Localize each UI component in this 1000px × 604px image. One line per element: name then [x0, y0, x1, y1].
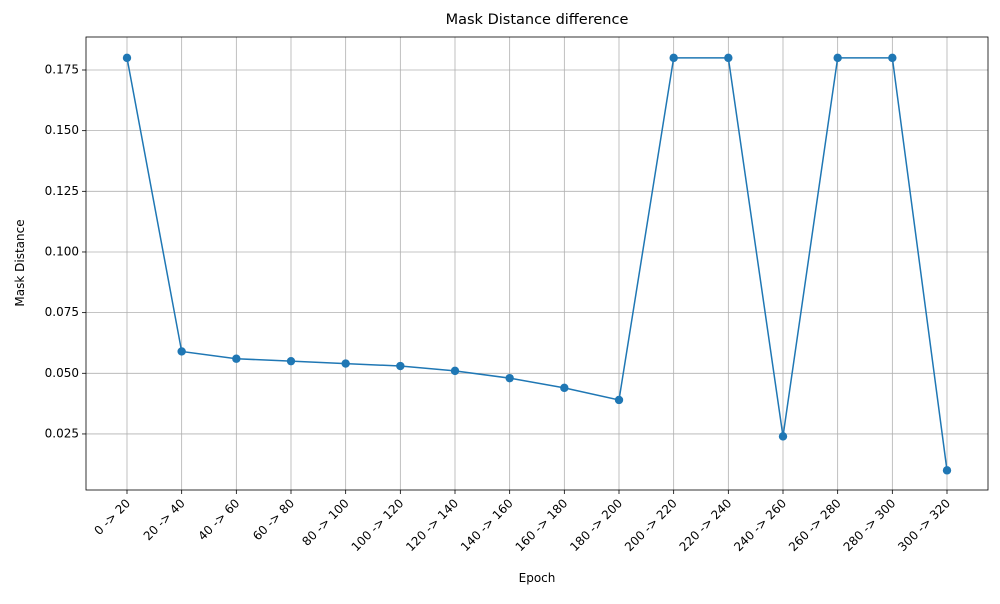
y-tick-label: 0.025 — [45, 426, 79, 440]
x-tick-label: 120 -> 140 — [403, 496, 461, 554]
x-tick-label: 0 -> 20 — [91, 496, 133, 538]
point — [942, 466, 952, 475]
x-tick-label: 180 -> 200 — [567, 496, 625, 554]
grid — [86, 37, 988, 490]
point — [232, 354, 241, 363]
point — [396, 361, 405, 371]
x-tick-label: 280 -> 300 — [841, 496, 899, 554]
point — [450, 366, 460, 376]
x-tick-label: 100 -> 120 — [349, 496, 407, 554]
point — [888, 53, 897, 63]
x-tick-label: 220 -> 240 — [677, 496, 735, 554]
point — [341, 359, 350, 368]
y-tick-label: 0.100 — [45, 244, 79, 258]
point — [724, 53, 733, 63]
y-axis-label: Mask Distance — [13, 219, 27, 306]
x-tick-label: 140 -> 160 — [458, 496, 516, 554]
point — [505, 373, 514, 383]
y-tick-label: 0.175 — [45, 62, 79, 76]
point — [614, 395, 624, 405]
line — [126, 57, 948, 471]
point — [778, 432, 788, 441]
point — [560, 383, 569, 393]
y-tick-label: 0.125 — [45, 184, 79, 198]
point — [122, 53, 132, 63]
x-tick-label: 160 -> 180 — [513, 496, 571, 554]
x-tick-label: 200 -> 220 — [622, 496, 680, 554]
x-axis-label: Epoch — [519, 571, 556, 585]
x-tick-label: 80 -> 100 — [299, 496, 351, 548]
x-tick-label: 60 -> 80 — [250, 496, 297, 543]
x-tick-label: 300 -> 320 — [895, 496, 953, 554]
plot-frame — [85, 36, 989, 491]
y-tick-label: 0.075 — [45, 305, 79, 319]
x-tick-label: 260 -> 280 — [786, 496, 844, 554]
chart-title: Mask Distance difference — [446, 12, 629, 28]
x-tick-label: 240 -> 260 — [731, 496, 789, 554]
point — [286, 356, 296, 366]
point — [833, 53, 842, 63]
x-tick-label: 40 -> 60 — [195, 496, 242, 543]
x-tick-label: 20 -> 40 — [141, 496, 188, 543]
point — [177, 347, 186, 356]
point — [669, 53, 678, 63]
y-tick-label: 0.150 — [45, 123, 79, 137]
y-tick-label: 0.050 — [45, 366, 79, 380]
